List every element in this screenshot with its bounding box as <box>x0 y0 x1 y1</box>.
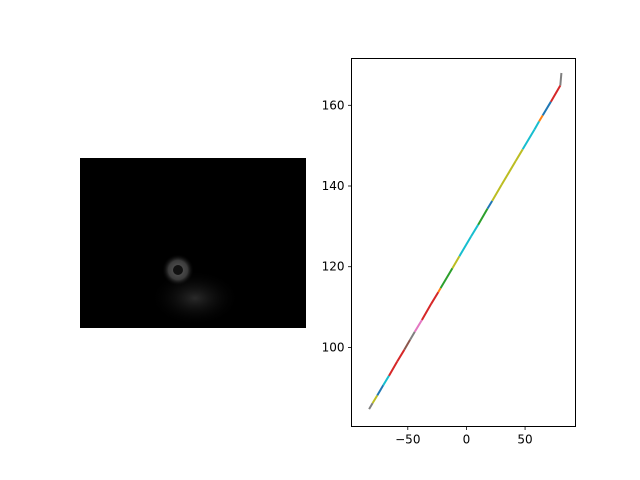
grayscale-image-panel <box>80 158 306 328</box>
y-axis-ticks: 100 120 140 160 <box>322 98 352 354</box>
x-tick-label: 50 <box>517 433 532 447</box>
y-tick-label: 160 <box>322 98 345 112</box>
series-line-26 <box>559 72 563 86</box>
series-line-24 <box>541 101 552 116</box>
series-line-20 <box>514 148 524 162</box>
series-line-13 <box>451 255 461 269</box>
series-line-10 <box>430 291 440 305</box>
series-line-12 <box>439 267 454 289</box>
series-line-1 <box>371 394 379 404</box>
series-line-11 <box>437 287 442 293</box>
y-tick-label: 120 <box>322 260 345 274</box>
series-line-18 <box>491 184 503 202</box>
series-line-21 <box>521 128 536 150</box>
series-line-2 <box>376 384 385 396</box>
series-line-17 <box>486 200 494 210</box>
x-tick-label: −50 <box>395 433 420 447</box>
series-line-6 <box>403 339 411 351</box>
axes-frame <box>351 58 576 427</box>
series-line-8 <box>413 319 423 333</box>
dark-image-content <box>150 254 240 326</box>
series-line-16 <box>477 208 489 226</box>
series-line-14 <box>458 235 472 257</box>
series-line-22 <box>533 120 540 130</box>
series-line-23 <box>538 114 544 122</box>
y-tick-label: 100 <box>322 340 345 354</box>
series-line-9 <box>421 303 433 321</box>
series-line-4 <box>388 360 399 377</box>
series-line-3 <box>382 375 390 386</box>
series-line-15 <box>470 224 480 237</box>
x-axis-ticks: −50 0 50 <box>395 426 533 447</box>
series-line-7 <box>409 331 416 341</box>
series-line-25 <box>550 84 562 103</box>
series-line-5 <box>396 349 406 363</box>
y-tick-label: 140 <box>322 179 345 193</box>
x-tick-label: 0 <box>463 433 471 447</box>
series-line-0 <box>368 402 374 410</box>
image-blob-center <box>173 265 183 275</box>
series-layer <box>368 72 563 410</box>
series-line-19 <box>500 160 517 186</box>
